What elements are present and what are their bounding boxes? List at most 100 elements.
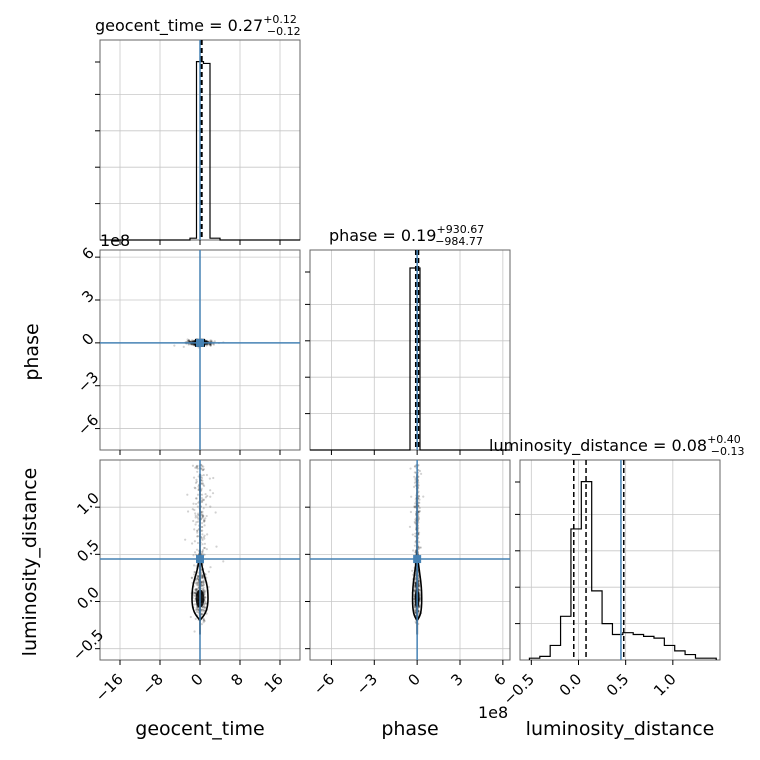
scatter-geocent-time-vs-phase-point-323 bbox=[205, 343, 208, 346]
scatter-geocent-time-vs-luminosity-distance-point-359 bbox=[201, 538, 204, 542]
scatter-geocent-time-vs-luminosity-distance-point-272 bbox=[192, 502, 195, 505]
scatter-geocent-time-vs-luminosity-distance-point-2 bbox=[201, 550, 204, 553]
scatter-geocent-time-vs-luminosity-distance-point-244 bbox=[215, 545, 218, 548]
scatter-phase-vs-luminosity-distance-point-468 bbox=[413, 505, 416, 508]
scatter-phase-vs-luminosity-distance-point-338 bbox=[418, 506, 421, 510]
scatter-geocent-time-vs-luminosity-distance-point-411 bbox=[200, 574, 203, 577]
scatter-geocent-time-vs-phase-point-140 bbox=[204, 340, 208, 343]
scatter-geocent-time-vs-luminosity-distance-point-183 bbox=[192, 554, 195, 557]
scatter-phase-vs-luminosity-distance-point-386 bbox=[413, 475, 416, 478]
scatter-geocent-time-vs-luminosity-distance-point-308 bbox=[192, 564, 196, 567]
scatter-geocent-time-vs-luminosity-distance-point-478 bbox=[202, 589, 205, 593]
scatter-geocent-time-vs-luminosity-distance-point-337 bbox=[200, 474, 203, 477]
scatter-geocent-time-vs-luminosity-distance-point-58 bbox=[194, 502, 198, 506]
scatter-phase-vs-luminosity-distance-point-342 bbox=[414, 610, 417, 613]
scatter-geocent-time-vs-luminosity-distance-point-250 bbox=[203, 589, 207, 592]
scatter-phase-vs-luminosity-distance-point-483 bbox=[414, 585, 417, 588]
scatter-geocent-time-vs-luminosity-distance-xtick-label-0: −16 bbox=[92, 670, 127, 705]
scatter-geocent-time-vs-luminosity-distance-point-400 bbox=[201, 548, 205, 552]
scatter-geocent-time-vs-luminosity-distance-point-401 bbox=[203, 524, 206, 527]
scatter-geocent-time-vs-luminosity-distance-point-44 bbox=[196, 581, 200, 584]
scatter-phase-vs-luminosity-distance-point-487 bbox=[417, 547, 420, 550]
scatter-phase-vs-luminosity-distance-point-66 bbox=[413, 481, 417, 484]
scatter-geocent-time-vs-phase-point-357 bbox=[193, 339, 196, 343]
hist-luminosity-distance: −0.5 0.0 0.5 1.0 bbox=[500, 459, 721, 709]
scatter-geocent-time-vs-phase-point-34 bbox=[205, 339, 209, 342]
scatter-geocent-time-vs-phase-point-291 bbox=[205, 343, 208, 346]
scatter-phase-vs-luminosity-distance-point-304 bbox=[413, 586, 416, 589]
scatter-geocent-time-vs-luminosity-distance-point-21 bbox=[195, 609, 198, 612]
scatter-geocent-time-vs-phase-ytick-label-1: −3 bbox=[74, 368, 102, 396]
scatter-geocent-time-vs-luminosity-distance-point-264 bbox=[204, 601, 207, 604]
scatter-geocent-time-vs-luminosity-distance-point-24 bbox=[194, 588, 197, 592]
scatter-geocent-time-vs-luminosity-distance-point-424 bbox=[202, 606, 205, 609]
scatter-geocent-time-vs-luminosity-distance-point-510 bbox=[202, 519, 206, 522]
scatter-geocent-time-vs-luminosity-distance-point-325 bbox=[201, 514, 204, 517]
scatter-phase-vs-luminosity-distance-point-27 bbox=[417, 575, 420, 579]
scatter-phase-vs-luminosity-distance-point-507 bbox=[414, 532, 417, 535]
scatter-geocent-time-vs-luminosity-distance-xtick-label-1: −8 bbox=[138, 670, 166, 698]
scatter-geocent-time-vs-luminosity-distance-point-191 bbox=[193, 591, 197, 595]
scatter-geocent-time-vs-luminosity-distance-point-380 bbox=[194, 497, 198, 500]
scatter-geocent-time-vs-luminosity-distance-point-290 bbox=[201, 577, 204, 580]
scatter-phase-vs-luminosity-distance-point-398 bbox=[413, 485, 416, 488]
hist-luminosity-distance-xtick-label-1: 0.0 bbox=[556, 670, 586, 700]
scatter-phase-vs-luminosity-distance-point-174 bbox=[418, 581, 421, 585]
scatter-phase-vs-luminosity-distance-point-298 bbox=[409, 467, 412, 470]
title-luminosity-distance: luminosity_distance = 0.08+0.40 −0.13 bbox=[489, 433, 745, 458]
scatter-geocent-time-vs-phase-point-23 bbox=[192, 339, 195, 342]
xlabel-luminosity-distance: luminosity_distance bbox=[526, 718, 715, 740]
scatter-geocent-time-vs-luminosity-distance-point-364 bbox=[209, 495, 212, 498]
scatter-geocent-time-vs-luminosity-distance-point-409 bbox=[196, 589, 199, 592]
scatter-geocent-time-vs-luminosity-distance-point-122 bbox=[203, 606, 206, 609]
scatter-phase-vs-luminosity-distance-point-268 bbox=[417, 495, 421, 498]
scatter-geocent-time-vs-luminosity-distance-point-74 bbox=[201, 550, 204, 553]
scatter-phase-vs-luminosity-distance-point-390 bbox=[413, 584, 417, 587]
scatter-geocent-time-vs-luminosity-distance-point-199 bbox=[200, 610, 204, 613]
scatter-geocent-time-vs-luminosity-distance-point-139 bbox=[202, 589, 205, 592]
scatter-geocent-time-vs-luminosity-distance-point-136 bbox=[201, 529, 204, 532]
scatter-geocent-time-vs-phase-point-502 bbox=[205, 340, 208, 343]
hist-luminosity-distance-frame bbox=[519, 459, 721, 661]
scatter-phase-vs-luminosity-distance-point-251 bbox=[419, 595, 422, 598]
scatter-geocent-time-vs-luminosity-distance-point-507 bbox=[212, 476, 215, 480]
scatter-geocent-time-vs-luminosity-distance-point-515 bbox=[201, 543, 204, 546]
xlabel-phase: phase bbox=[381, 718, 438, 740]
scatter-geocent-time-vs-luminosity-distance-point-282 bbox=[196, 465, 199, 468]
scatter-geocent-time-vs-luminosity-distance-point-463 bbox=[196, 517, 200, 520]
scatter-geocent-time-vs-phase-ytick-label-2: 0 bbox=[78, 330, 97, 349]
scatter-phase-vs-luminosity-distance-point-442 bbox=[413, 505, 417, 508]
scatter-geocent-time-vs-luminosity-distance-point-27 bbox=[194, 523, 197, 526]
scatter-geocent-time-vs-luminosity-distance-point-241 bbox=[202, 520, 206, 523]
scatter-geocent-time-vs-luminosity-distance-point-491 bbox=[200, 465, 204, 468]
scatter-geocent-time-vs-luminosity-distance-point-315 bbox=[195, 466, 198, 469]
scatter-phase-vs-luminosity-distance-point-93 bbox=[413, 608, 416, 612]
scatter-phase-vs-luminosity-distance-point-444 bbox=[417, 579, 421, 582]
title-geocent-time: geocent_time = 0.27+0.12 −0.12 bbox=[95, 13, 301, 38]
scatter-geocent-time-vs-luminosity-distance-point-448 bbox=[197, 582, 200, 585]
scatter-geocent-time-vs-phase-point-176 bbox=[209, 344, 212, 347]
scatter-geocent-time-vs-phase-point-424 bbox=[192, 343, 195, 347]
scatter-geocent-time-vs-luminosity-distance-point-483 bbox=[209, 489, 212, 492]
scatter-geocent-time-vs-luminosity-distance-point-485 bbox=[207, 570, 210, 573]
scatter-phase-vs-luminosity-distance-point-307 bbox=[413, 581, 416, 585]
scatter-geocent-time-vs-luminosity-distance-point-321 bbox=[200, 612, 203, 615]
scatter-phase-vs-luminosity-distance-frame bbox=[309, 459, 511, 661]
scatter-phase-vs-luminosity-distance-point-262 bbox=[414, 540, 417, 544]
scatter-geocent-time-vs-luminosity-distance-point-278 bbox=[204, 606, 207, 609]
scatter-geocent-time-vs-phase-point-54 bbox=[204, 340, 207, 343]
scatter-geocent-time-vs-luminosity-distance-point-438 bbox=[196, 578, 199, 581]
scatter-geocent-time-vs-luminosity-distance-point-208 bbox=[192, 594, 195, 597]
scatter-geocent-time-vs-luminosity-distance-point-331 bbox=[197, 610, 200, 614]
scatter-phase-vs-luminosity-distance-point-100 bbox=[418, 469, 422, 473]
scatter-geocent-time-vs-luminosity-distance-point-137 bbox=[203, 609, 206, 613]
scatter-geocent-time-vs-luminosity-distance-point-6 bbox=[202, 586, 205, 589]
scatter-geocent-time-vs-luminosity-distance-point-441 bbox=[195, 480, 198, 483]
scatter-geocent-time-vs-phase-ytick-label-3: 3 bbox=[78, 287, 97, 306]
scatter-geocent-time-vs-luminosity-distance-point-107 bbox=[194, 579, 197, 582]
scatter-geocent-time-vs-phase-point-53 bbox=[209, 339, 212, 342]
scatter-geocent-time-vs-luminosity-distance-point-117 bbox=[202, 483, 205, 486]
scatter-geocent-time-vs-phase-point-246 bbox=[209, 340, 213, 343]
scatter-geocent-time-vs-luminosity-distance-point-75 bbox=[195, 464, 199, 467]
scatter-geocent-time-vs-luminosity-distance-point-91 bbox=[200, 537, 204, 540]
